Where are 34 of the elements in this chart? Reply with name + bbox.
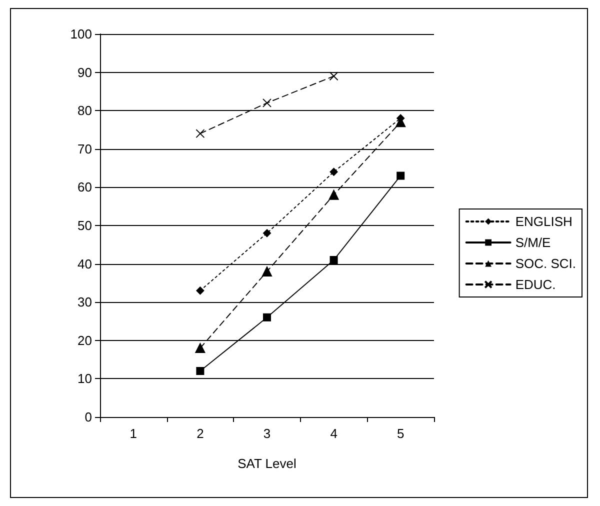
point	[396, 172, 405, 180]
point	[262, 98, 272, 108]
legend-label: S/M/E	[515, 235, 552, 250]
y-tick-label: 50	[78, 218, 92, 233]
y-tick-label: 90	[78, 64, 92, 80]
y-tick-label: 60	[78, 180, 92, 195]
x-tick-label: 3	[263, 426, 271, 441]
point	[330, 256, 338, 264]
x-tick-label: 2	[196, 426, 204, 441]
y-tick-label: 80	[78, 103, 92, 118]
y-tick-label: 0	[84, 410, 92, 424]
x-axis-title: SAT Level	[238, 456, 296, 471]
y-tick-label: 30	[78, 294, 92, 310]
y-tick-label: 20	[78, 332, 92, 348]
x-tick-label: 5	[396, 426, 404, 441]
point	[329, 72, 338, 81]
y-tick-label: 10	[78, 371, 92, 386]
point	[262, 266, 272, 276]
point	[263, 313, 271, 322]
point	[263, 229, 271, 238]
y-tick-label: 70	[78, 141, 92, 156]
point	[195, 343, 206, 354]
y-tick-label: 40	[78, 256, 92, 272]
point	[196, 367, 204, 376]
y-tick-label: 100	[70, 26, 92, 42]
point	[196, 129, 205, 138]
legend-label: SOC. SCI.	[515, 256, 576, 271]
point	[328, 190, 339, 200]
legend-label: EDUC.	[515, 277, 556, 292]
x-tick-label: 4	[330, 426, 338, 441]
point	[196, 286, 204, 295]
x-tick-label: 1	[130, 426, 138, 441]
point	[330, 168, 338, 176]
legend-label: ENGLISH	[515, 214, 572, 229]
